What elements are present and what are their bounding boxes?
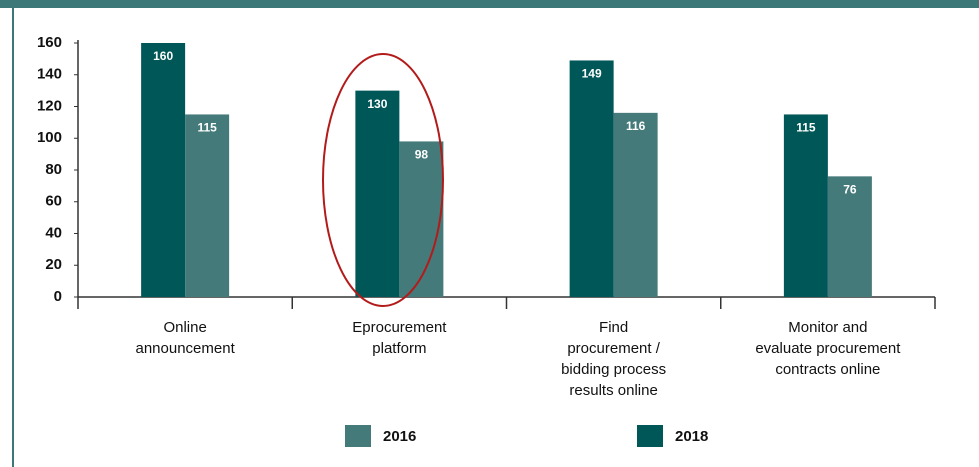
value-label: 115: [796, 121, 816, 135]
x-tick-line: announcement: [136, 340, 236, 357]
legend-label: 2018: [675, 428, 708, 445]
y-tick-label: 80: [45, 161, 62, 178]
x-tick-line: Online: [163, 319, 206, 336]
y-tick-label: 60: [45, 193, 62, 210]
bar: [827, 176, 872, 297]
value-label: 76: [843, 183, 857, 197]
highlight-ellipse: [322, 53, 444, 307]
top-border: [0, 0, 979, 8]
bar: [185, 114, 230, 297]
x-tick-line: bidding process: [561, 361, 666, 378]
x-tick-label: Find procurement / bidding process results …: [561, 319, 666, 399]
value-label: 115: [197, 121, 217, 135]
value-label: 149: [582, 67, 602, 81]
x-tick-line: evaluate procurement: [755, 340, 901, 357]
x-tick-line: contracts online: [775, 361, 880, 378]
bar: [355, 90, 400, 297]
y-tick-label: 100: [37, 129, 62, 146]
x-tick-label: Monitor and evaluate procurement contracts…: [755, 319, 901, 378]
y-tick-label: 20: [45, 256, 62, 273]
value-label: 160: [153, 49, 173, 63]
x-tick-line: Find: [599, 319, 628, 336]
y-tick-label: 40: [45, 224, 62, 241]
y-tick-label: 0: [54, 288, 62, 305]
value-label: 116: [626, 119, 646, 133]
x-tick-line: results online: [569, 382, 657, 399]
legend-label: 2016: [383, 428, 416, 445]
y-tick-label: 120: [37, 97, 62, 114]
x-tick-line: Monitor and: [788, 319, 867, 336]
bar: [141, 43, 186, 297]
left-border: [12, 8, 14, 467]
bar: [783, 114, 828, 297]
bar: [399, 141, 444, 297]
x-tick-line: Eprocurement: [352, 319, 447, 336]
x-tick-line: procurement /: [567, 340, 660, 357]
bar: [569, 60, 614, 298]
legend-swatch: [345, 425, 371, 447]
bar: [613, 112, 658, 297]
x-tick-line: platform: [372, 340, 426, 357]
x-tick-label: Eprocurement platform: [352, 319, 447, 357]
y-tick-label: 160: [37, 34, 62, 51]
value-label: 98: [415, 148, 429, 162]
x-tick-label: Online announcement: [136, 319, 236, 357]
y-tick-label: 140: [37, 66, 62, 83]
value-label: 130: [367, 97, 387, 111]
legend-swatch: [637, 425, 663, 447]
